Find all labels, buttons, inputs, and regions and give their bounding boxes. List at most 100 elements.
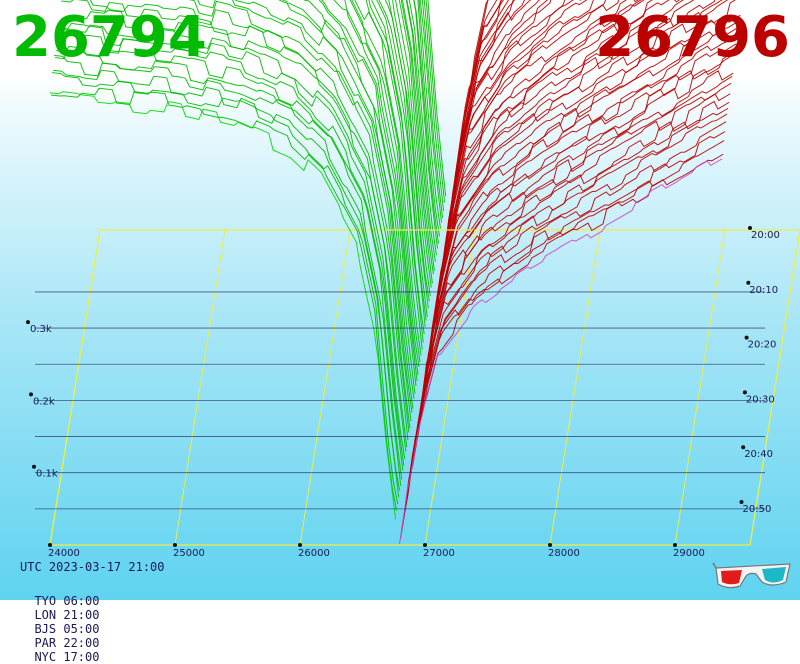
price-grid-line <box>674 229 726 546</box>
depth-tick-label: 0.2k <box>33 396 55 407</box>
clock-london: LON 21:00 <box>34 608 100 622</box>
ask-depth-line <box>429 0 620 353</box>
bid-depth-line <box>89 0 409 441</box>
bid-depth-line <box>278 0 413 413</box>
ask-depth-line <box>405 107 729 506</box>
bid-depth-line <box>53 69 400 498</box>
ask-depth-line <box>403 121 727 519</box>
bid-depth-line <box>351 0 420 367</box>
time-tick-marker <box>739 500 744 505</box>
ask-depth-line <box>402 131 726 526</box>
price-tick-marker <box>48 543 52 547</box>
bid-depth-line <box>61 0 408 448</box>
price-grid-line <box>424 229 476 546</box>
bid-depth-line <box>384 0 428 317</box>
world-clocks: TYO 06:00 LON 21:00 BJS 05:00 PAR 22:00 … <box>20 580 127 664</box>
price-tick-marker <box>298 543 302 547</box>
bid-depth-line <box>421 0 444 219</box>
ask-depth-line <box>438 0 526 295</box>
ask-depth-line <box>431 0 595 340</box>
bid-depth-line <box>60 9 407 452</box>
time-tick-label: 20:20 <box>748 340 777 351</box>
time-tick-marker <box>748 226 752 230</box>
clock-tokyo: TYO 06:00 <box>34 594 100 608</box>
bid-depth-line <box>344 0 419 375</box>
clock-beijing: BJS 05:00 <box>34 622 100 636</box>
ask-depth-line <box>424 0 681 384</box>
ask-depth-line <box>440 0 515 281</box>
ask-depth-line <box>428 0 639 359</box>
ask-depth-line <box>443 0 503 263</box>
price-tick-label: 26000 <box>298 548 330 559</box>
ask-depth-line <box>419 0 723 417</box>
time-tick-marker <box>742 390 747 395</box>
chart-surface-back <box>188 0 741 462</box>
ask-depth-line <box>400 153 724 539</box>
time-tick-label: 20:00 <box>751 230 780 241</box>
ask-depth-line <box>425 0 653 378</box>
price-tick-label: 25000 <box>173 548 205 559</box>
ask-depth-line <box>407 93 731 493</box>
ask-depth-line <box>414 34 738 449</box>
bid-depth-line <box>56 45 403 480</box>
ask-depth-line <box>435 0 549 314</box>
ask-depth-line <box>415 26 739 443</box>
ask-depth-line <box>442 0 510 268</box>
ask-depth-line <box>411 51 735 468</box>
clock-paris: PAR 22:00 <box>34 636 100 650</box>
bid-depth-line <box>400 0 433 284</box>
ask-depth-line <box>434 0 566 321</box>
3d-glasses-icon[interactable] <box>712 560 794 592</box>
price-tick-marker <box>548 543 552 547</box>
price-grid-line <box>174 229 226 546</box>
ask-depth-line <box>437 0 540 301</box>
ask-depth-line <box>410 70 734 475</box>
bid-depth-line <box>55 49 402 486</box>
price-tick-marker <box>173 543 177 547</box>
depth-tick-marker <box>26 320 30 325</box>
ask-depth-line <box>423 0 684 391</box>
bid-depth-line <box>197 0 411 429</box>
bid-depth-line <box>333 0 418 382</box>
price-tick-label: 24000 <box>48 548 80 559</box>
bid-depth-line <box>54 54 401 491</box>
depth-tick-label: 0.3k <box>30 324 52 335</box>
bid-depth-line <box>354 0 422 356</box>
ask-depth-line <box>420 0 729 410</box>
bid-depth-line <box>349 0 421 363</box>
bid-depth-line <box>51 72 399 504</box>
chart-surface-front <box>49 0 735 545</box>
bid-depth-line <box>303 0 415 399</box>
price-tick-marker <box>673 543 677 547</box>
ask-depth-line <box>439 0 532 288</box>
bid-depth-line <box>59 24 406 460</box>
ask-depth-line <box>413 43 737 455</box>
chart-frame <box>49 229 800 546</box>
price-grid-line <box>299 229 351 546</box>
clock-newyork: NYC 17:00 <box>34 650 100 664</box>
ask-depth-line <box>426 0 642 372</box>
bid-depth-line <box>50 87 398 511</box>
depth-tick-marker <box>32 464 36 469</box>
price-grid-line <box>49 229 101 546</box>
depth-grid <box>35 291 765 510</box>
bid-price: 26794 <box>12 5 207 70</box>
time-tick-label: 20:30 <box>746 394 775 405</box>
price-tick-marker <box>423 543 427 547</box>
ask-depth-line <box>422 0 695 398</box>
time-tick-marker <box>744 335 749 340</box>
depth-tick-marker <box>29 392 33 397</box>
ask-depth-line <box>404 113 728 512</box>
ask-depth-line <box>421 0 716 404</box>
bid-depth-line <box>395 0 431 297</box>
bid-depth-line <box>235 0 412 422</box>
utc-clock: UTC 2023-03-17 21:00 <box>20 560 165 574</box>
ask-depth-line <box>412 53 736 462</box>
ask-depth-line <box>433 0 582 327</box>
ask-depth-line <box>416 20 740 436</box>
ask-depth-line <box>444 0 504 255</box>
bid-depth-line <box>318 0 416 394</box>
time-tick-label: 20:40 <box>744 449 773 460</box>
bid-depth-line <box>398 0 432 288</box>
depth-tick-label: 0.1k <box>36 469 58 480</box>
